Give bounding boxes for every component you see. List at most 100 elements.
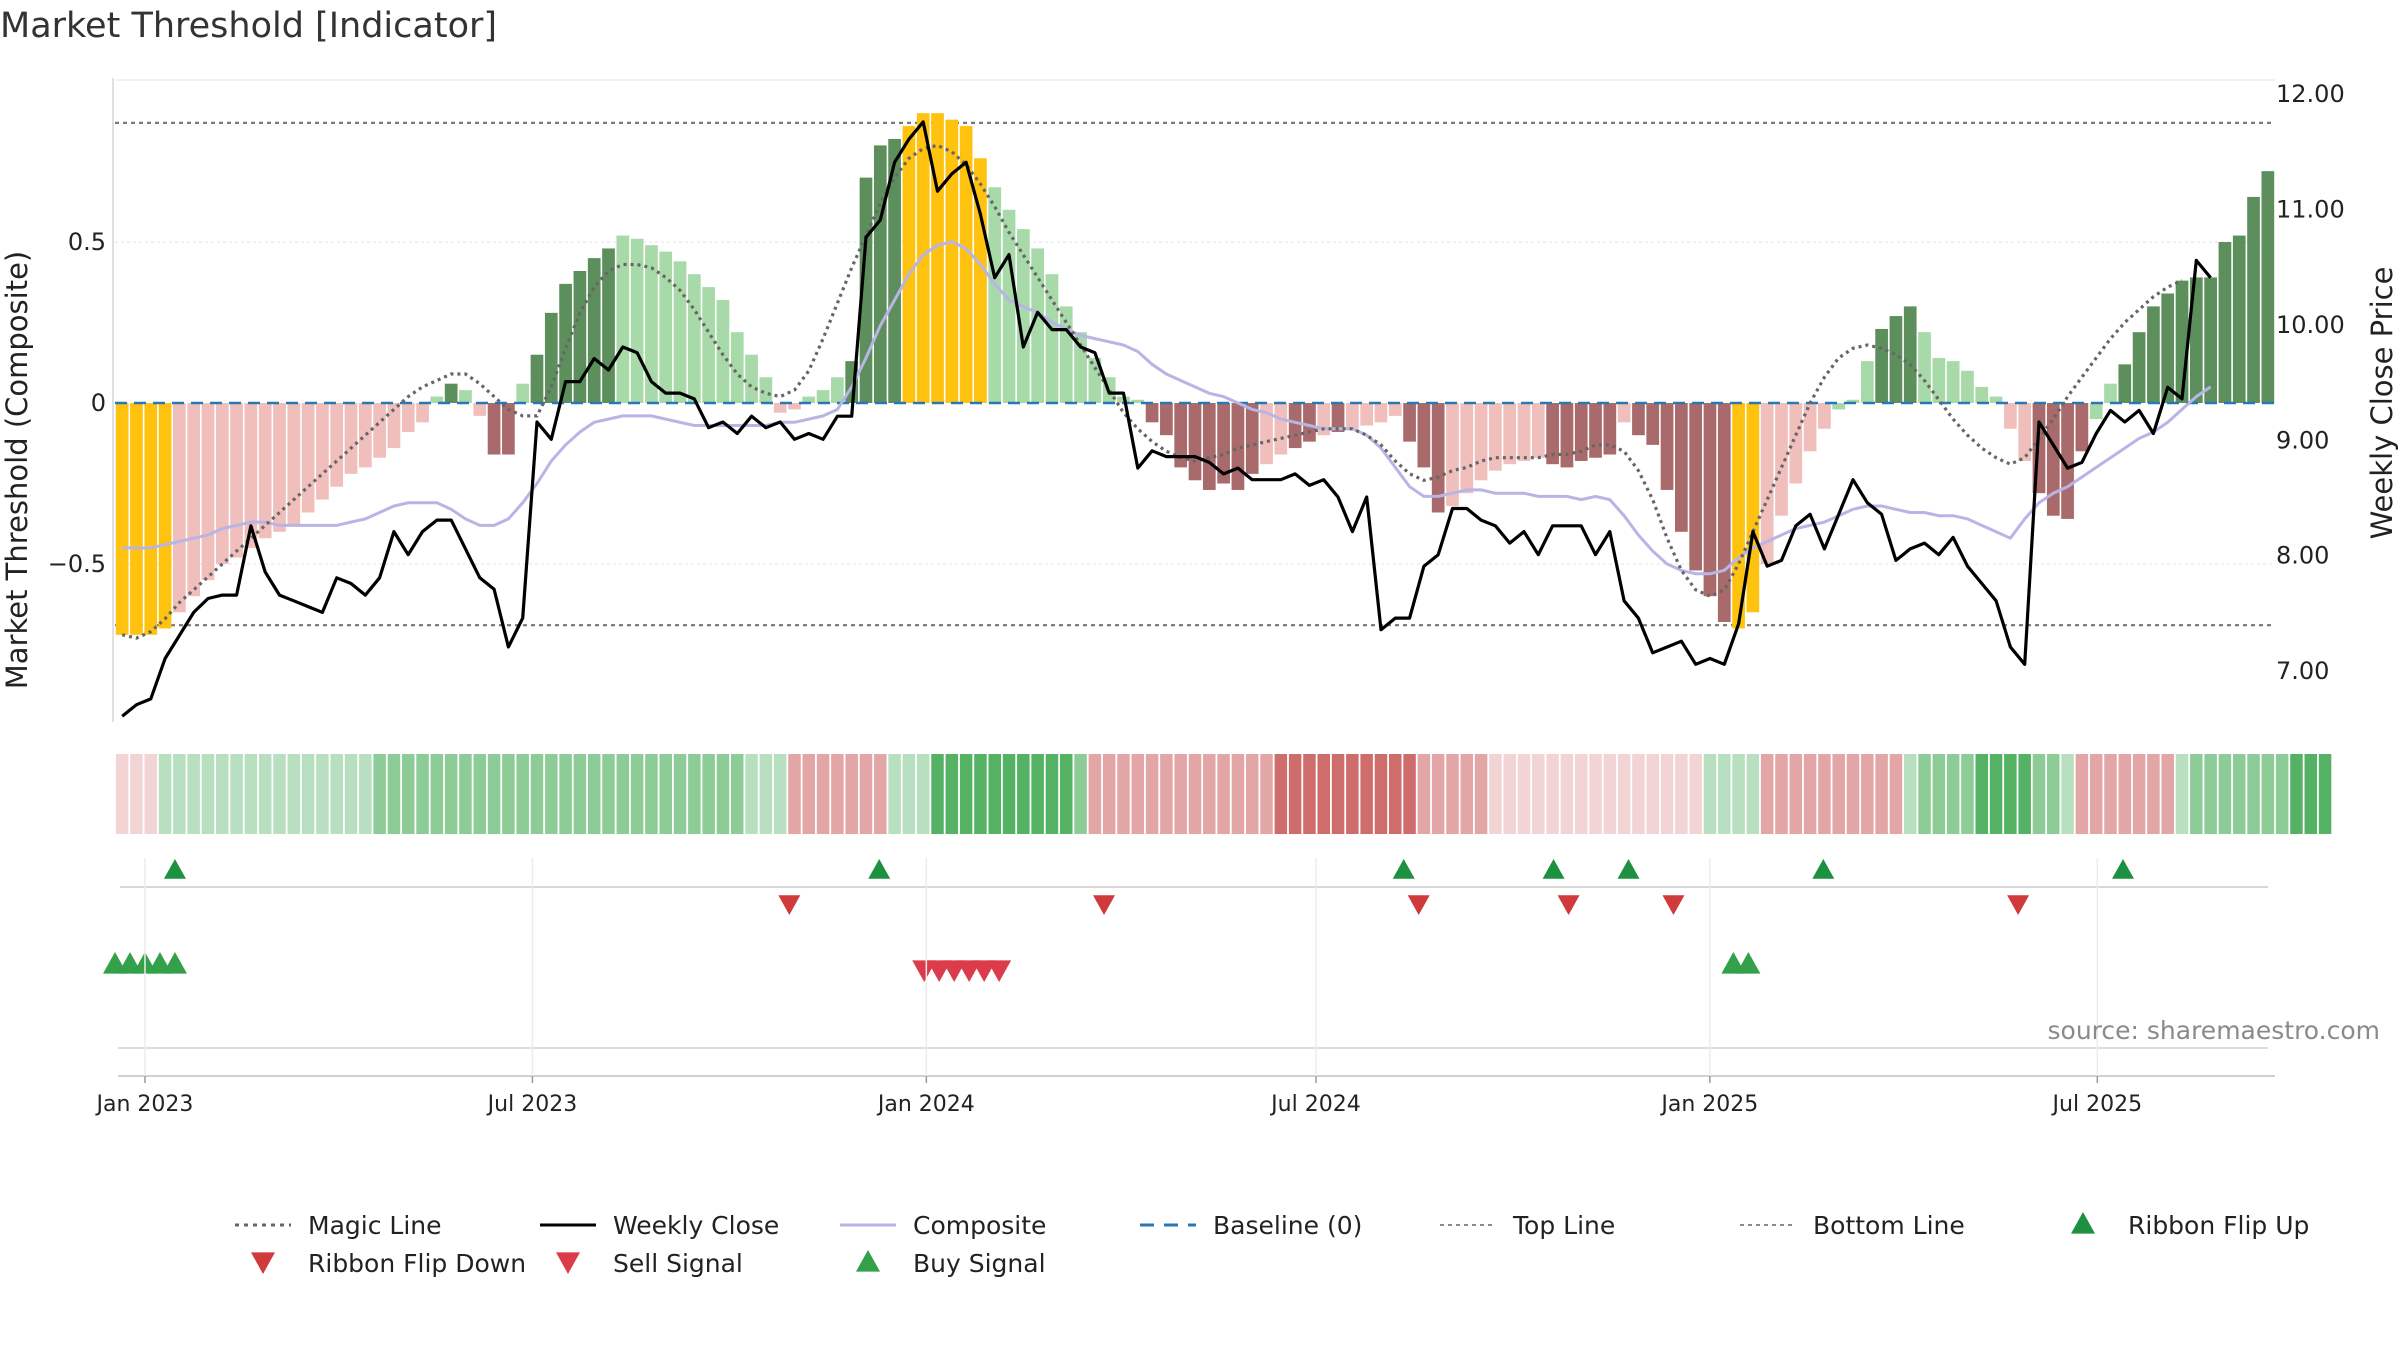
ribbon-cell [344, 754, 358, 834]
composite-bar [1560, 403, 1574, 468]
ribbon-cell [2118, 754, 2132, 834]
composite-bar [316, 403, 329, 500]
y-axis-label-right: Weekly Close Price [2365, 267, 2399, 540]
composite-bar [2075, 403, 2089, 452]
composite-bar [358, 403, 372, 468]
composite-bar [716, 299, 730, 403]
x-tick-label: Jul 2024 [1269, 1092, 1361, 1117]
x-tick-label: Jan 2023 [95, 1092, 194, 1117]
composite-bar [473, 403, 487, 416]
composite-bar [244, 403, 258, 548]
composite-bar [759, 377, 773, 403]
composite-bar [387, 403, 401, 449]
composite-bar [144, 403, 158, 635]
composite-bar [2204, 277, 2217, 403]
ribbon-cell [2232, 754, 2246, 834]
composite-bar [2104, 383, 2117, 403]
composite-bar [1388, 403, 1402, 416]
ribbon-cell [1675, 754, 1688, 834]
ribbon-cell [1074, 754, 1087, 834]
composite-bar [673, 261, 687, 403]
ribbon-cell [373, 754, 386, 834]
ribbon-cell [301, 754, 315, 834]
series-lines [115, 120, 2275, 718]
composite-bar [1360, 403, 1374, 426]
composite-bar [788, 403, 801, 410]
composite-bar [1717, 403, 1731, 622]
right-tick-label: 12.00 [2276, 80, 2345, 108]
ribbon-cell [2061, 754, 2074, 834]
ribbon-cell [2075, 754, 2089, 834]
ribbon-cell [1932, 754, 1946, 834]
ribbon-flip-down-marker [1407, 895, 1430, 915]
composite-bar [1975, 386, 1989, 403]
composite-bar [1145, 403, 1159, 423]
ribbon-flip-up-marker [1542, 859, 1565, 879]
ribbon-cell [1431, 754, 1445, 834]
composite-bar [215, 403, 229, 564]
composite-bar [158, 403, 172, 629]
composite-bar [2147, 306, 2160, 403]
composite-bar [530, 354, 544, 403]
ribbon-cell [1245, 754, 1259, 834]
ribbon-cell [2161, 754, 2174, 834]
ribbon-cell [416, 754, 429, 834]
ribbon-cell [1288, 754, 1302, 834]
ribbon-cell [359, 754, 372, 834]
ribbon-cell [1145, 754, 1159, 834]
ribbon-cell [1188, 754, 1202, 834]
ribbon-cell [2275, 754, 2289, 834]
composite-bar [1818, 403, 1831, 429]
ribbon-cell [1031, 754, 1044, 834]
composite-bar [1946, 361, 1960, 403]
composite-bar [1245, 403, 1259, 474]
ribbon-cell [2104, 754, 2117, 834]
ribbon-cell [730, 754, 744, 834]
ribbon-cell [1117, 754, 1130, 834]
ribbon-cell [530, 754, 544, 834]
ribbon-cell [1546, 754, 1559, 834]
weekly-close-line [121, 120, 2212, 718]
legend-label: Magic Line [308, 1211, 442, 1240]
legend-item: Buy Signal [856, 1249, 1046, 1278]
ribbon-cell [1746, 754, 1760, 834]
ribbon-cell [1374, 754, 1388, 834]
composite-bar [2061, 403, 2074, 519]
legend-label: Ribbon Flip Up [2128, 1211, 2309, 1240]
legend: Magic Line Weekly Close Composite Baseline … [235, 1211, 2309, 1278]
composite-bar [1760, 403, 1774, 564]
x-tick-label: Jul 2023 [486, 1092, 578, 1117]
ribbon-cell [1446, 754, 1459, 834]
ribbon-cell [258, 754, 272, 834]
composite-bar [702, 287, 715, 403]
right-tick-label: 8.00 [2276, 542, 2329, 570]
ribbon-cell [773, 754, 787, 834]
ribbon-cell [401, 754, 415, 834]
composite-bar [902, 126, 916, 403]
legend-item: Magic Line [235, 1211, 442, 1240]
x-tick-label: Jan 2024 [876, 1092, 975, 1117]
composite-bar [1202, 403, 1216, 490]
legend-swatch [556, 1252, 580, 1274]
composite-bar [258, 403, 272, 539]
ribbon-cell [1918, 754, 1931, 834]
ribbon-flip-down-marker [778, 895, 801, 915]
legend-label: Bottom Line [1813, 1211, 1965, 1240]
composite-bar [1589, 403, 1602, 458]
ribbon-cell [845, 754, 858, 834]
ribbon-cell [759, 754, 773, 834]
composite-bar [1846, 399, 1860, 403]
composite-bar [1632, 403, 1645, 436]
composite-bar [1660, 403, 1674, 490]
ribbon-cell [1689, 754, 1702, 834]
composite-bar [1903, 306, 1917, 403]
composite-bar [1260, 403, 1273, 465]
composite-bar [1474, 403, 1488, 481]
ribbon-cell [788, 754, 801, 834]
left-tick-label: 0 [91, 389, 106, 417]
legend-item: Ribbon Flip Up [2071, 1211, 2309, 1240]
ribbon-cell [1961, 754, 1974, 834]
right-tick-label: 10.00 [2276, 311, 2345, 339]
ribbon-cell [859, 754, 873, 834]
composite-bar [1446, 403, 1459, 507]
